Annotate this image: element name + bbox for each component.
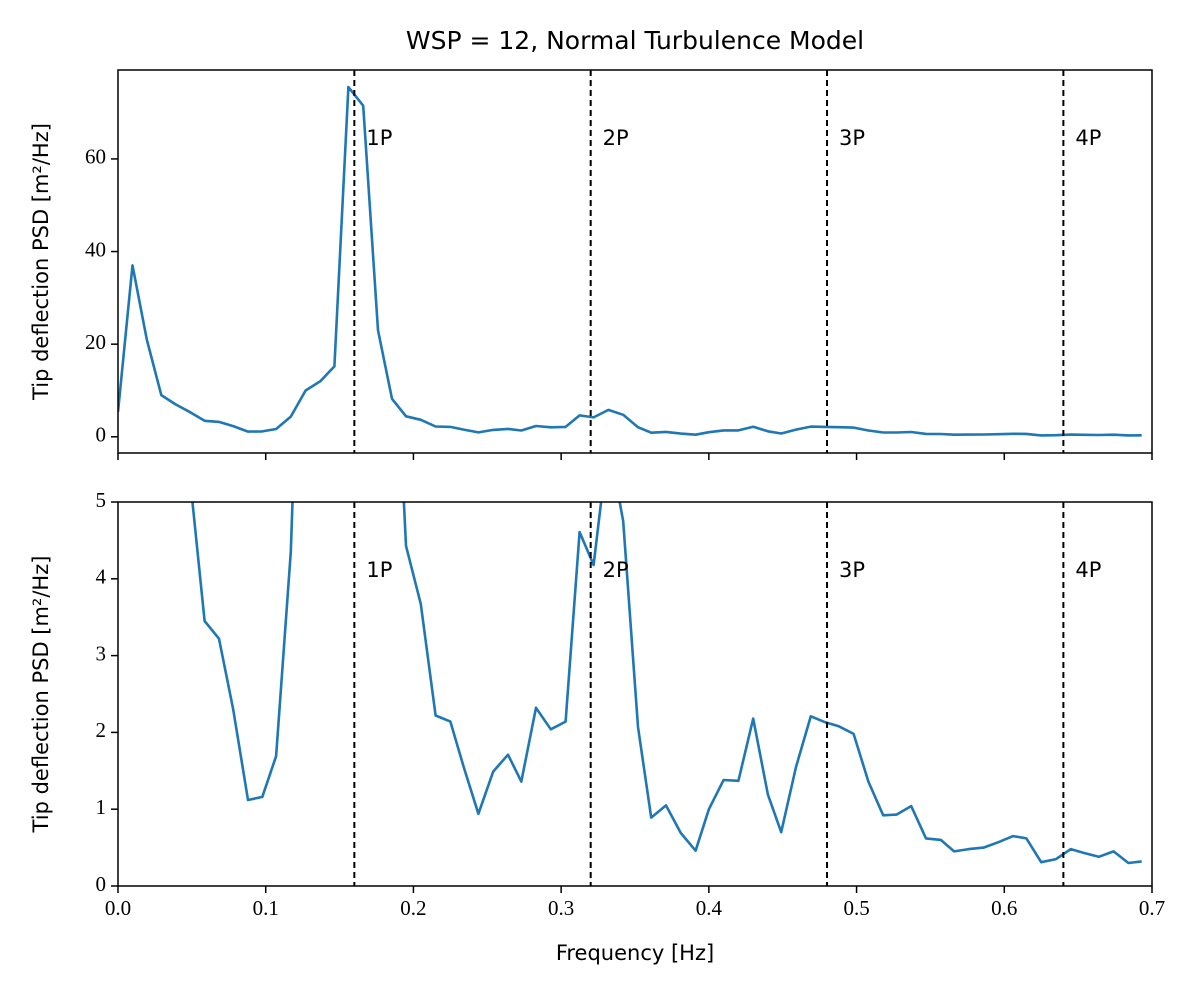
y-tick-label: 40 [85, 237, 106, 261]
x-tick-label: 0.5 [843, 896, 869, 920]
data-line [118, 85, 1142, 437]
data-line [191, 502, 1142, 865]
y-tick-label: 20 [85, 330, 106, 354]
x-axis-label: Frequency [Hz] [556, 941, 714, 965]
y-tick-label: 60 [85, 145, 106, 169]
x-tick-label: 0.2 [400, 896, 426, 920]
x-tick-label: 0.1 [253, 896, 279, 920]
harmonic-label: 1P [366, 558, 392, 582]
y-tick-label: 0 [96, 872, 107, 896]
axes-frame [117, 69, 1153, 454]
x-tick-label: 0.6 [991, 896, 1017, 920]
harmonic-label: 4P [1075, 558, 1101, 582]
harmonic-label: 4P [1075, 126, 1101, 150]
harmonic-label: 2P [603, 126, 629, 150]
x-tick-label: 0.7 [1139, 896, 1165, 920]
plot-area [118, 85, 1142, 437]
harmonic-label: 1P [366, 126, 392, 150]
plot-area [191, 502, 1142, 865]
x-tick-label: 0.0 [105, 896, 131, 920]
y-tick-label: 5 [96, 488, 107, 512]
y-axis-label: Tip deflection PSD [m²/Hz] [29, 123, 53, 401]
y-tick-label: 0 [96, 423, 107, 447]
chart-title: WSP = 12, Normal Turbulence Model [406, 26, 864, 55]
y-axis-label: Tip deflection PSD [m²/Hz] [29, 556, 53, 834]
y-tick-label: 3 [96, 641, 107, 665]
harmonic-label: 3P [839, 126, 865, 150]
harmonic-label: 3P [839, 558, 865, 582]
x-tick-label: 0.4 [696, 896, 723, 920]
y-tick-label: 4 [96, 565, 107, 589]
y-tick-label: 2 [96, 718, 107, 742]
x-tick-label: 0.3 [548, 896, 574, 920]
y-tick-label: 1 [96, 795, 107, 819]
axes-frame [117, 501, 1153, 887]
harmonic-label: 2P [603, 558, 629, 582]
